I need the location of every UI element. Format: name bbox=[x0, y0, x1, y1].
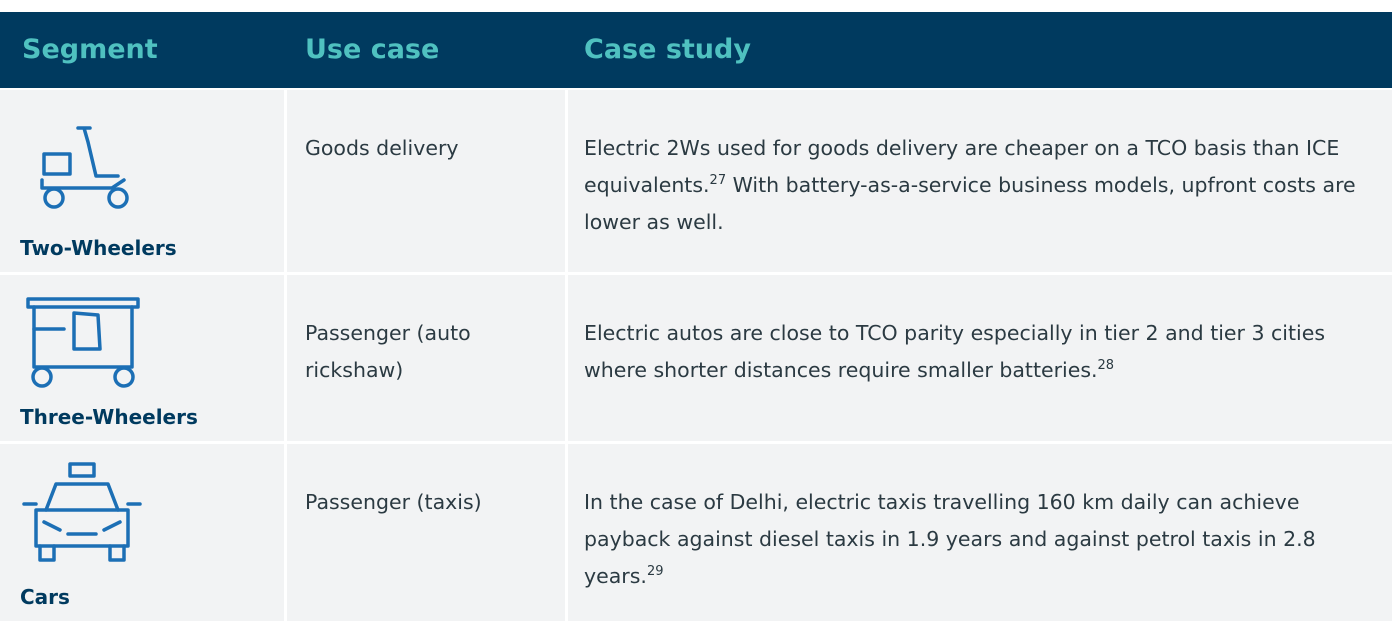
case-text: With battery-as-a-service business model… bbox=[584, 173, 1356, 234]
header-cell: Segment bbox=[22, 34, 158, 65]
case-text: In the case of Delhi, electric taxis tra… bbox=[584, 490, 1316, 588]
footnote: 29 bbox=[646, 564, 664, 579]
use-case-cell: Passenger (taxis) bbox=[287, 444, 565, 621]
use-case-cell: Goods delivery bbox=[287, 90, 565, 272]
use-case-cell: Passenger (auto rickshaw) bbox=[287, 275, 565, 441]
segment-label: Three-Wheelers bbox=[20, 405, 198, 429]
car-icon bbox=[22, 462, 142, 562]
footnote: 27 bbox=[709, 173, 727, 188]
case-study-cell: In the case of Delhi, electric taxis tra… bbox=[568, 444, 1392, 621]
case-text: Electric 2Ws used for goods delivery are… bbox=[584, 136, 1340, 197]
header-cell: Case study bbox=[584, 34, 751, 65]
segment-label: Two-Wheelers bbox=[20, 236, 177, 260]
case-study-cell: Electric autos are close to TCO parity e… bbox=[568, 275, 1392, 441]
footnote: 28 bbox=[1097, 358, 1115, 373]
table-row: Cars Passenger (taxis) In the case of De… bbox=[0, 444, 1392, 621]
case-study-cell: Electric 2Ws used for goods delivery are… bbox=[568, 90, 1392, 272]
table-row: Two-Wheelers Goods delivery Electric 2Ws… bbox=[0, 90, 1392, 272]
header-bar bbox=[0, 12, 1392, 88]
segment-cell: Three-Wheelers bbox=[0, 275, 284, 441]
table-row: Three-Wheelers Passenger (auto rickshaw)… bbox=[0, 275, 1392, 441]
case-text: Electric autos are close to TCO parity e… bbox=[584, 321, 1326, 382]
rickshaw-icon bbox=[26, 297, 140, 388]
segment-cell: Two-Wheelers bbox=[0, 90, 284, 272]
segment-cell: Cars bbox=[0, 444, 284, 621]
segment-label: Cars bbox=[20, 585, 70, 609]
scooter-icon bbox=[40, 126, 129, 209]
header-cell: Use case bbox=[305, 34, 440, 65]
